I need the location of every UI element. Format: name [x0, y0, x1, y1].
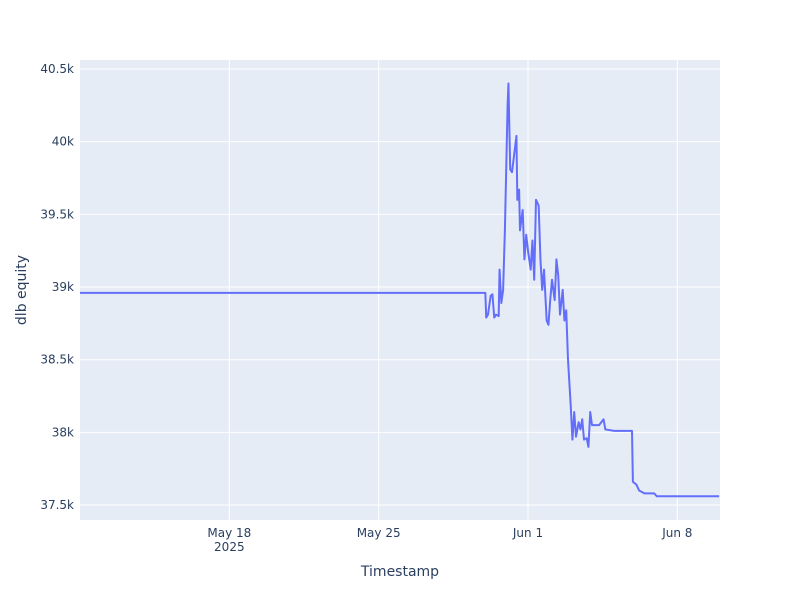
data-line — [80, 82, 720, 498]
x-tick-label: Jun 8 — [661, 526, 692, 540]
plot-area — [80, 60, 720, 520]
y-tick-label: 40.5k — [40, 62, 74, 76]
x-axis-title: Timestamp — [360, 564, 439, 580]
x-tick-label: Jun 1 — [512, 526, 543, 540]
y-tick-label: 38.5k — [40, 353, 74, 367]
y-tick-label: 37.5k — [40, 498, 74, 512]
y-tick-label: 40k — [52, 135, 74, 149]
y-axis-title: dlb equity — [14, 255, 30, 325]
y-tick-label: 39k — [52, 280, 74, 294]
x-tick-label: May 18 2025 — [207, 526, 251, 554]
x-tick-label: May 25 — [357, 526, 401, 540]
y-tick-label: 39.5k — [40, 207, 74, 221]
y-tick-label: 38k — [52, 425, 74, 439]
